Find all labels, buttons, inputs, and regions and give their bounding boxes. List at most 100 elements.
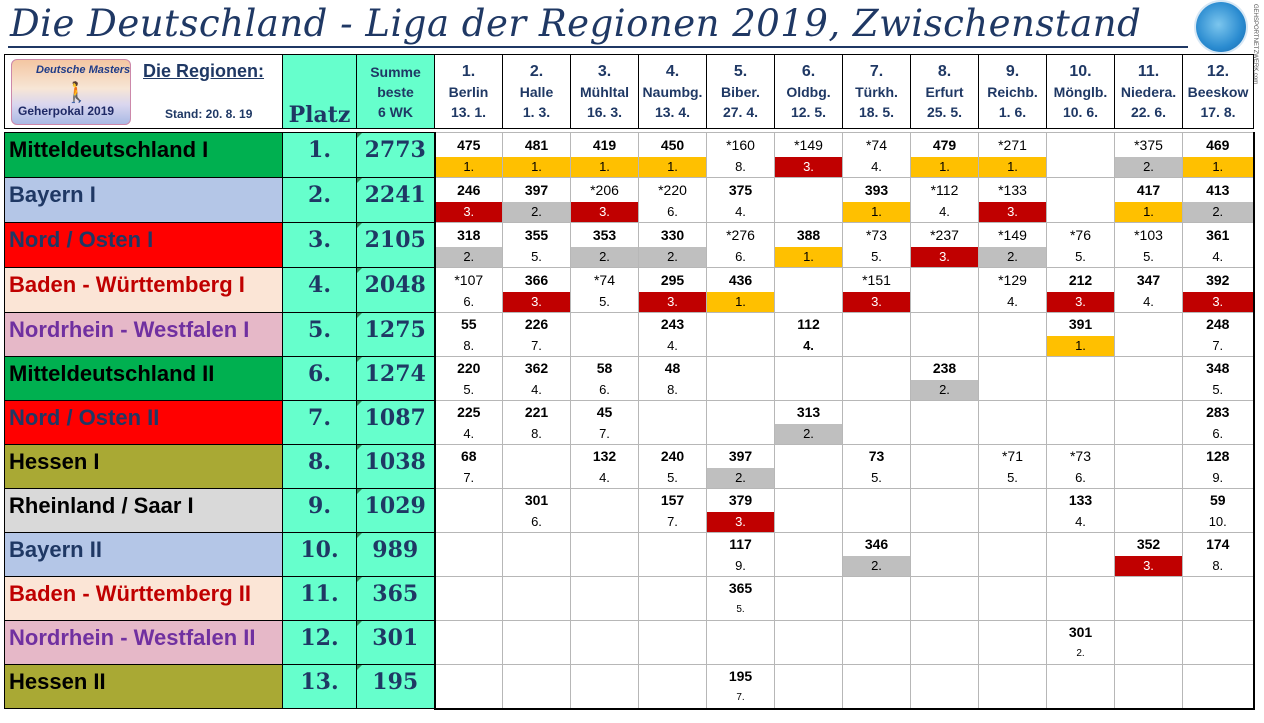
rank-cell: 5. <box>842 246 911 268</box>
venue-name: Mönglb. <box>1053 83 1108 100</box>
venue-name: Mühltal <box>580 83 629 100</box>
score-cell: 221 <box>502 400 571 424</box>
rank-cell <box>1046 599 1115 621</box>
standings-row: Nordrhein - Westfalen II 12. 301 301 <box>4 620 1255 665</box>
score-cell: 379 <box>706 488 775 512</box>
score-cell: 174 <box>1182 532 1255 556</box>
score-cell <box>978 664 1047 688</box>
score-cell <box>910 532 979 556</box>
venue-header: 3. Mühltal 16. 3. <box>570 54 639 129</box>
score-cell <box>1046 132 1115 157</box>
score-cell <box>1114 488 1183 512</box>
score-cell: *375 <box>1114 132 1183 157</box>
platz-header: Platz <box>282 54 357 129</box>
venue-date: 12. 5. <box>790 103 827 120</box>
venue-n: 4. <box>665 62 680 80</box>
rank-cell <box>910 511 979 533</box>
score-cell: 318 <box>433 222 503 247</box>
region-name: Baden - Württemberg II <box>4 576 283 621</box>
platz-value: 13. <box>282 664 357 709</box>
rank-cell <box>433 687 503 710</box>
venue-header: 11. Niedera. 22. 6. <box>1114 54 1183 129</box>
rank-cell: 8. <box>502 423 571 445</box>
rank-cell <box>1114 423 1183 445</box>
rank-cell: 8. <box>706 156 775 178</box>
rank-cell: 4. <box>1046 511 1115 533</box>
rank-cell <box>774 201 843 223</box>
rank-cell: 4. <box>502 379 571 401</box>
network-globe-icon <box>1196 2 1246 52</box>
venue-name: Halle <box>519 83 554 100</box>
venue-date: 1. 3. <box>522 103 551 120</box>
rank-cell <box>570 335 639 357</box>
rank-cell <box>502 467 571 489</box>
rank-cell: 7. <box>433 467 503 489</box>
standings-rank-row: 6. 7. 3. 4. 10. <box>5 511 1255 533</box>
rank-cell <box>638 687 707 710</box>
score-cell: 355 <box>502 222 571 247</box>
standings-row: Mitteldeutschland II 6. 1274 220 362 58 48 238 3… <box>4 356 1255 401</box>
summe-value: 2773 <box>356 132 435 178</box>
rank-cell <box>978 335 1047 357</box>
rank-cell <box>774 555 843 577</box>
score-cell: 58 <box>570 356 639 380</box>
rank-cell: 5. <box>638 467 707 489</box>
score-cell: *103 <box>1114 222 1183 247</box>
header-row: Deutsche Masters 🚶 Geherpokal 2019 Die R… <box>4 54 1254 129</box>
venue-name: Naumbg. <box>642 83 703 100</box>
rank-cell: 4. <box>842 156 911 178</box>
score-cell <box>1046 177 1115 202</box>
rank-cell <box>774 511 843 533</box>
region-name: Hessen I <box>4 444 283 489</box>
score-cell <box>910 488 979 512</box>
standings-rank-row: 3. 2. 3. 6. 4. 1. 4. 3. 1. 2. <box>5 201 1255 223</box>
score-cell <box>502 664 571 688</box>
platz-value: 5. <box>282 312 357 357</box>
score-cell <box>1046 576 1115 600</box>
score-cell <box>502 620 571 644</box>
rank-cell: 2. <box>502 201 571 223</box>
rank-cell <box>774 643 843 665</box>
region-name: Nord / Osten II <box>4 400 283 445</box>
rank-cell <box>570 511 639 533</box>
score-cell: 195 <box>706 664 775 688</box>
score-cell <box>842 576 911 600</box>
score-cell: *73 <box>1046 444 1115 468</box>
score-cell <box>978 620 1047 644</box>
score-cell <box>502 576 571 600</box>
score-cell: 243 <box>638 312 707 336</box>
rank-cell: 2. <box>910 379 979 401</box>
summe-value: 1087 <box>356 400 435 445</box>
title-underline <box>8 46 1188 48</box>
rank-cell: 3. <box>706 511 775 533</box>
score-cell <box>910 400 979 424</box>
score-cell: 417 <box>1114 177 1183 202</box>
venue-n: 1. <box>461 62 476 80</box>
platz-value: 6. <box>282 356 357 401</box>
platz-value: 4. <box>282 267 357 313</box>
rank-cell <box>706 335 775 357</box>
rank-cell <box>502 555 571 577</box>
score-cell: *112 <box>910 177 979 202</box>
region-name: Bayern II <box>4 532 283 577</box>
venue-header: 9. Reichb. 1. 6. <box>978 54 1047 129</box>
score-cell <box>910 576 979 600</box>
score-cell <box>570 312 639 336</box>
summe-value: 1274 <box>356 356 435 401</box>
standings-row: Nord / Osten II 7. 1087 225 221 45 313 283 <box>4 400 1255 445</box>
venue-n: 12. <box>1206 62 1230 80</box>
rank-cell: 5. <box>1046 246 1115 268</box>
score-cell: 248 <box>1182 312 1255 336</box>
region-name: Baden - Württemberg I <box>4 267 283 313</box>
venue-date: 13. 1. <box>450 103 487 120</box>
rank-cell: 1. <box>638 156 707 178</box>
score-cell: 348 <box>1182 356 1255 380</box>
score-cell <box>638 664 707 688</box>
summe-header-line: 6 WK <box>378 103 413 120</box>
score-cell <box>774 356 843 380</box>
logo-text: GEHSPORTNETZWERK.com <box>1252 4 1258 85</box>
score-cell <box>433 532 503 556</box>
rank-cell <box>842 423 911 445</box>
rank-cell: 1. <box>706 291 775 313</box>
rank-cell: 6. <box>1182 423 1255 445</box>
